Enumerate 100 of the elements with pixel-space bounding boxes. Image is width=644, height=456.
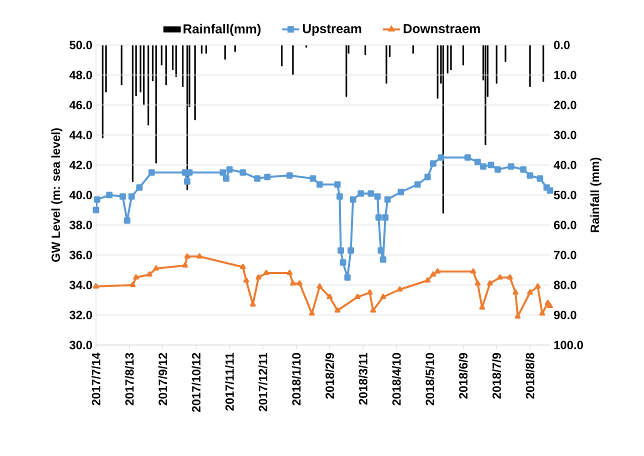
point xyxy=(414,181,421,188)
point xyxy=(497,274,503,280)
point xyxy=(375,214,382,221)
point xyxy=(424,174,431,180)
point xyxy=(334,181,341,188)
point xyxy=(220,169,226,176)
point xyxy=(384,196,391,203)
y-tick-label: 34.0 xyxy=(69,280,92,290)
point xyxy=(430,160,436,167)
x-tick-label: 2017/12/11 xyxy=(258,352,268,412)
point xyxy=(366,289,373,295)
point xyxy=(128,193,135,200)
point xyxy=(136,184,143,191)
point xyxy=(370,307,376,313)
point xyxy=(374,193,381,200)
point xyxy=(264,174,271,180)
point xyxy=(130,282,136,288)
legend-label: Upstream xyxy=(302,24,362,36)
point xyxy=(494,166,501,173)
point xyxy=(508,163,514,170)
y-axis-title: GW Level (m: sea level) xyxy=(51,128,62,262)
y2-tick-label: 30.0 xyxy=(554,130,576,140)
y-tick-label: 40.0 xyxy=(69,190,92,200)
point xyxy=(286,270,293,276)
y-tick-label: 44.0 xyxy=(69,130,92,140)
y2-tick-label: 40.0 xyxy=(554,160,576,170)
point xyxy=(507,274,513,280)
point xyxy=(290,280,296,286)
point xyxy=(92,206,100,214)
point xyxy=(474,280,481,286)
point xyxy=(254,175,261,182)
point xyxy=(470,268,476,274)
point xyxy=(243,277,250,283)
x-tick-label: 2017/7/14 xyxy=(92,352,100,406)
point xyxy=(120,193,126,200)
point xyxy=(94,196,100,203)
point xyxy=(196,253,202,259)
x-tick-label: 2017/9/12 xyxy=(158,353,168,406)
x-tick-label: 2018/7/9 xyxy=(492,352,502,399)
point xyxy=(286,172,293,179)
point xyxy=(182,262,188,268)
point xyxy=(184,253,190,259)
point xyxy=(430,271,436,277)
y-tick-label: 50.0 xyxy=(70,40,92,50)
point xyxy=(334,307,340,313)
point xyxy=(546,187,554,194)
point xyxy=(133,274,139,280)
point xyxy=(308,310,315,316)
point xyxy=(240,264,246,270)
point xyxy=(424,277,431,283)
point xyxy=(338,247,344,254)
point xyxy=(106,192,113,198)
point xyxy=(226,166,233,173)
point xyxy=(358,190,364,197)
point xyxy=(316,181,323,188)
point xyxy=(464,154,471,161)
point xyxy=(354,294,360,300)
point xyxy=(526,172,534,179)
point xyxy=(534,283,541,289)
x-tick-label: 2017/8/13 xyxy=(124,352,134,406)
y2-tick-label: 80.0 xyxy=(554,280,576,290)
y2-tick-label: 100.0 xyxy=(554,340,583,350)
x-tick-label: 2018/2/9 xyxy=(325,352,334,399)
x-tick-label: 2018/3/11 xyxy=(358,352,368,405)
point xyxy=(488,162,494,168)
y2-tick-label: 50.0 xyxy=(554,190,576,200)
point xyxy=(326,294,333,300)
point xyxy=(336,193,343,200)
point xyxy=(340,259,346,266)
y2-tick-label: 70.0 xyxy=(554,250,576,260)
point xyxy=(350,196,356,203)
x-tick-label: 2018/6/9 xyxy=(458,352,468,399)
y-tick-label: 38.0 xyxy=(69,220,92,230)
y2-tick-label: 10.0 xyxy=(554,70,576,80)
point xyxy=(296,280,303,286)
point xyxy=(348,247,354,254)
y2-tick-label: 0.0 xyxy=(554,40,570,50)
point xyxy=(398,188,404,196)
point xyxy=(240,169,246,176)
y-tick-label: 32.0 xyxy=(69,310,92,320)
point xyxy=(344,274,351,281)
point xyxy=(148,169,155,176)
point xyxy=(222,175,230,182)
x-tick-label: 2018/8/8 xyxy=(526,352,534,399)
x-tick-label: 2018/1/10 xyxy=(292,353,301,406)
point xyxy=(527,289,533,295)
point xyxy=(256,274,262,280)
point xyxy=(474,158,481,166)
point xyxy=(547,302,553,308)
point xyxy=(368,190,374,197)
x-tick-label: 2017/10/12 xyxy=(192,353,201,412)
point xyxy=(146,271,152,277)
point xyxy=(186,169,193,176)
point xyxy=(310,175,316,182)
point xyxy=(153,265,159,271)
y-tick-label: 36.0 xyxy=(69,250,92,260)
point xyxy=(396,286,403,292)
point xyxy=(434,268,441,274)
point xyxy=(316,283,323,289)
point xyxy=(536,175,544,182)
